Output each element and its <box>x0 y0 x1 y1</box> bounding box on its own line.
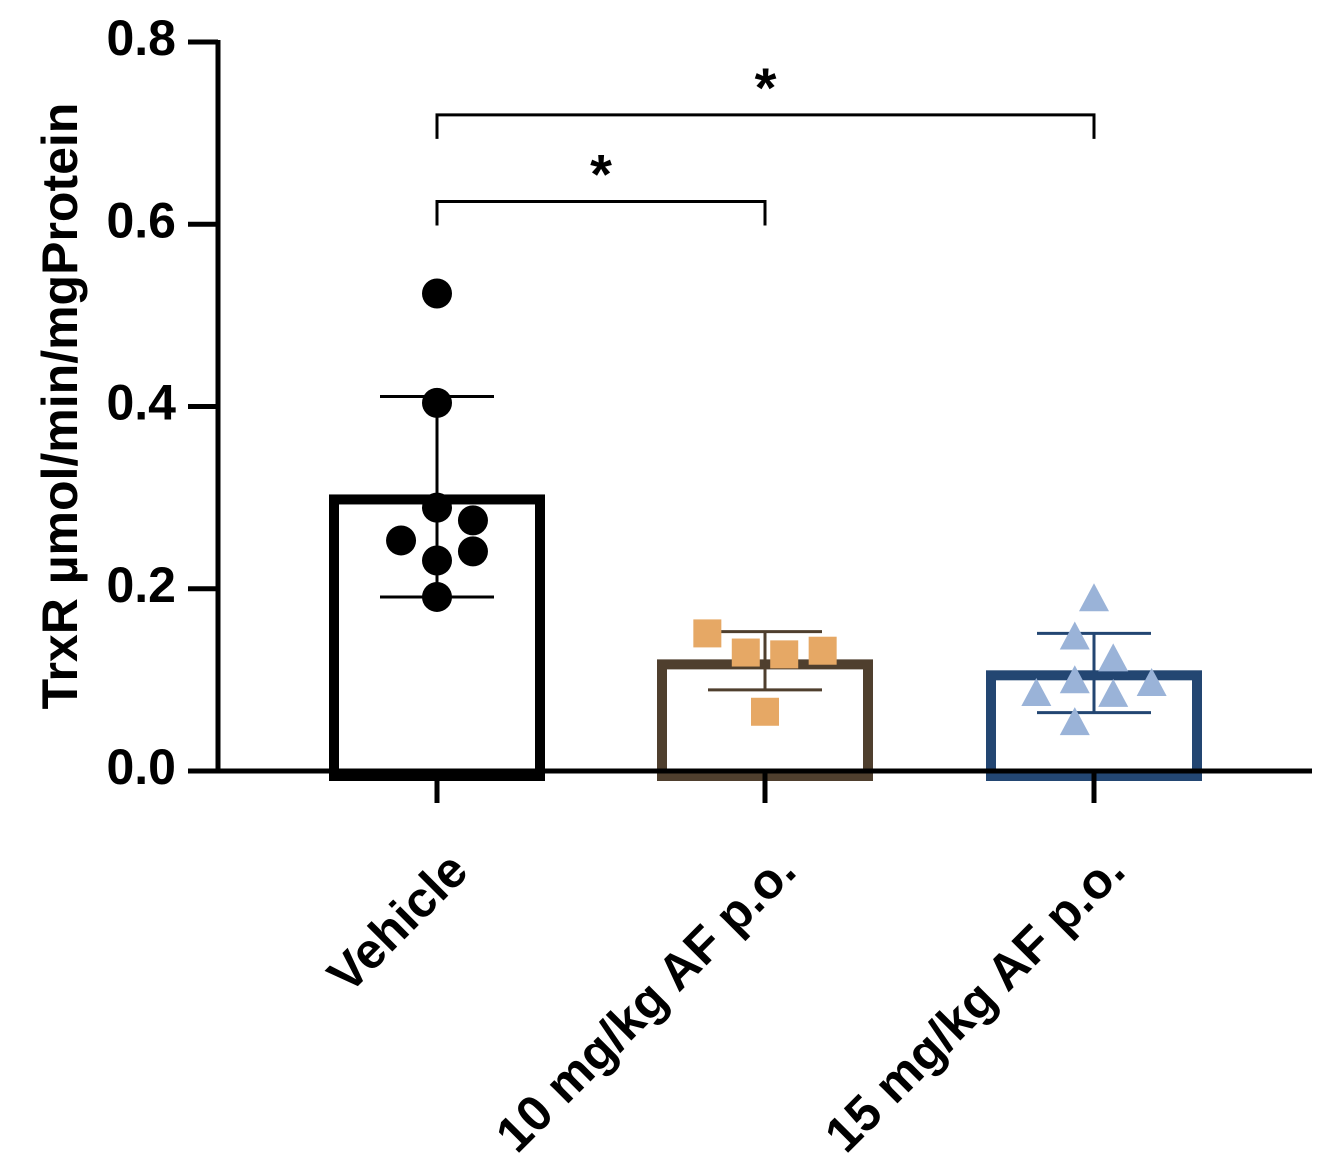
y-axis-title: TrxR µmol/min/mgProtein <box>32 103 88 710</box>
data-point-1-1 <box>731 638 760 667</box>
data-point-1-3 <box>808 636 837 665</box>
y-tick-label-1: 0.2 <box>106 557 176 613</box>
significance-bracket-1 <box>435 113 1096 139</box>
y-tick-label-3: 0.6 <box>106 192 176 248</box>
significance-label-0: * <box>590 142 612 205</box>
x-category-label-1: 10 mg/kg AF p.o. <box>485 842 806 1163</box>
data-point-0-7 <box>422 581 452 612</box>
data-point-1-4 <box>751 697 779 726</box>
data-point-2-1 <box>1059 621 1090 650</box>
significance-bracket-0 <box>435 199 767 226</box>
y-tick-label-4: 0.8 <box>106 10 176 66</box>
data-point-2-7 <box>1059 707 1090 736</box>
data-point-0-5 <box>457 536 488 567</box>
significance-label-1: * <box>755 56 777 119</box>
data-point-2-3 <box>1059 665 1090 694</box>
y-tick-label-0: 0.0 <box>106 739 176 795</box>
data-point-2-6 <box>1098 678 1129 707</box>
data-point-0-3 <box>457 505 488 536</box>
data-point-0-4 <box>386 525 417 556</box>
data-point-2-2 <box>1098 643 1129 672</box>
x-category-label-2: 15 mg/kg AF p.o. <box>814 842 1135 1163</box>
data-point-2-0 <box>1079 583 1109 612</box>
x-category-label-0: Vehicle <box>317 842 478 1003</box>
data-point-0-0 <box>422 278 452 309</box>
y-tick-label-2: 0.4 <box>106 375 176 431</box>
data-point-1-0 <box>693 619 722 648</box>
data-point-2-4 <box>1136 667 1167 696</box>
data-point-2-5 <box>1021 678 1052 707</box>
data-point-0-2 <box>422 492 452 523</box>
data-point-0-1 <box>422 387 452 418</box>
data-point-0-6 <box>422 545 452 576</box>
data-point-1-2 <box>770 640 799 669</box>
